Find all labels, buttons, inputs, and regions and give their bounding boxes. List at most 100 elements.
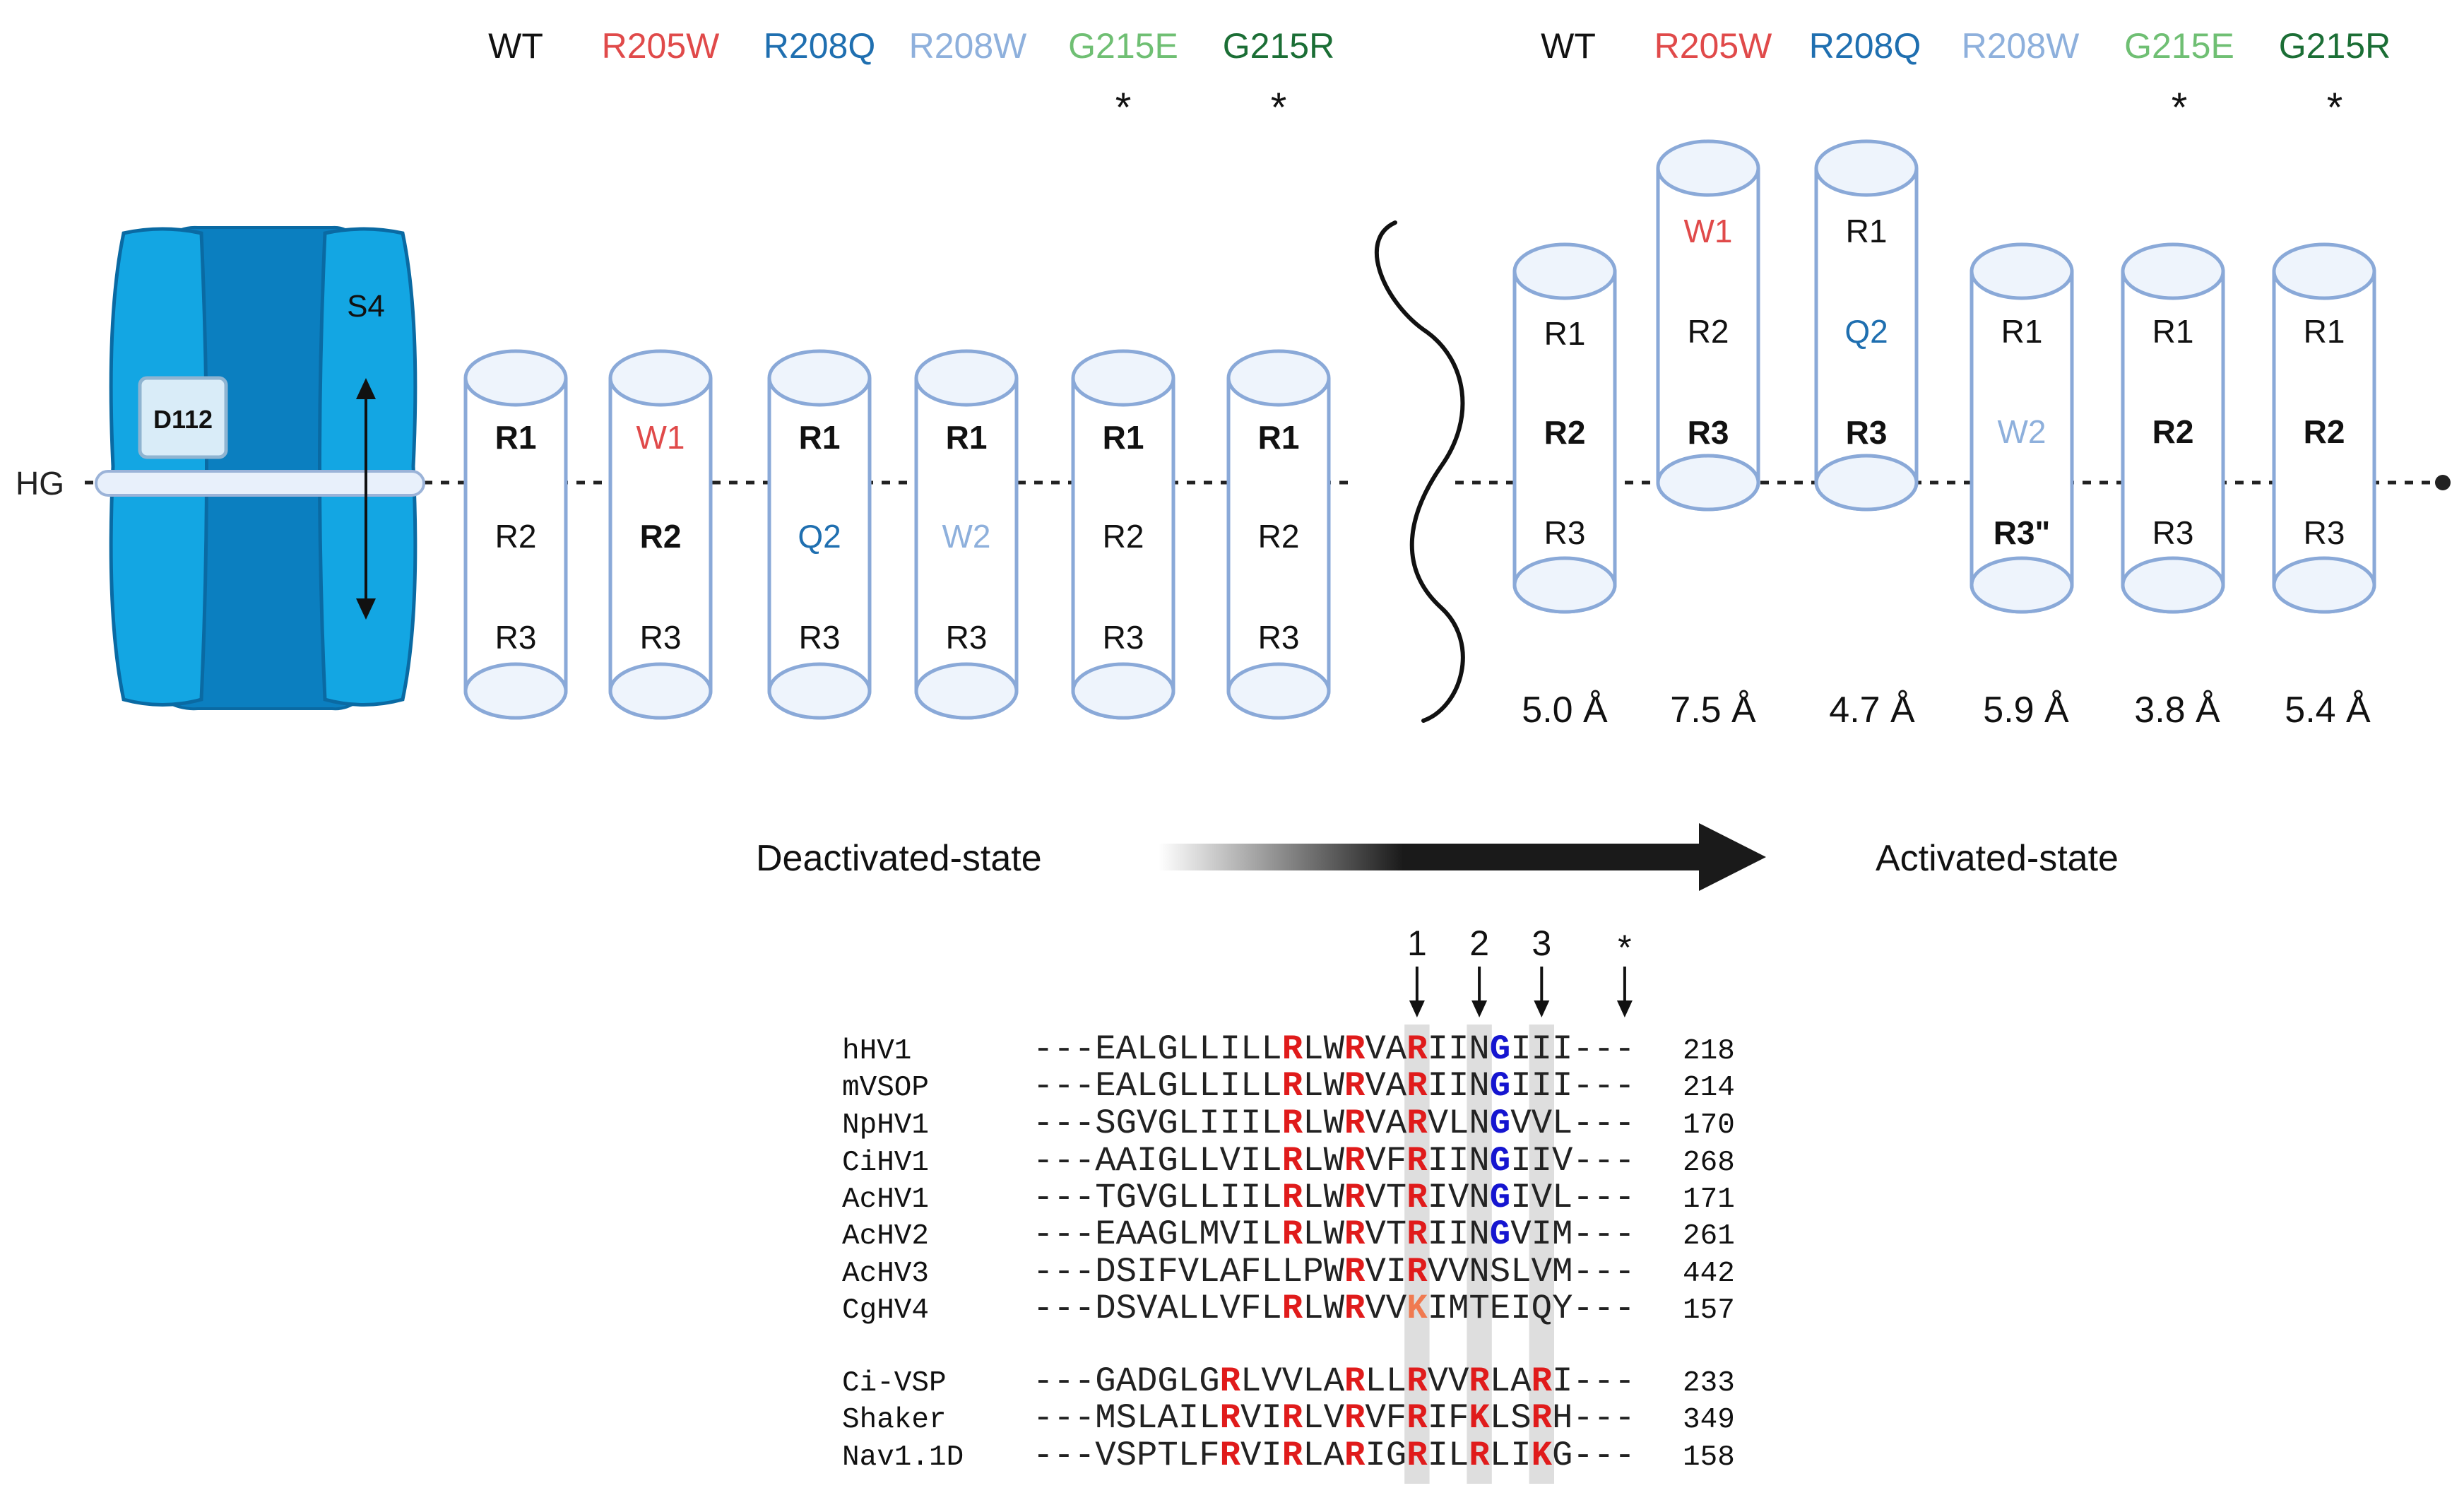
distance-label-0: 5.0 Å [1522, 690, 1608, 731]
sequence-segment: R [1344, 1289, 1366, 1328]
sequence-segment: R [1344, 1178, 1366, 1217]
sequence-segment: R [1344, 1398, 1366, 1438]
right-cylinder-3-bottom-cap [1970, 556, 2074, 614]
sequence-segment: G [1490, 1029, 1510, 1069]
sequence-segment: IIN [1428, 1066, 1490, 1106]
variant-headers: WT R205W R208Q R208W G215E * G215R * WT R205W R208… [488, 26, 2391, 131]
s4-label: S4 [347, 289, 385, 324]
alignment-row: mVSOP ---EALGLLILL R LW R VA R IIN G III--- 214 [842, 1066, 1735, 1106]
residue-number: 261 [1683, 1220, 1735, 1253]
alignment-marker-1: 2 [1469, 923, 1489, 963]
left-cylinder-1: W1 R2 R3 [608, 349, 713, 720]
left-cylinder-4-residue-2: R3 [1103, 619, 1144, 656]
right-cylinder-4-top-cap [2121, 242, 2225, 300]
sequence-segment: R [1532, 1398, 1553, 1438]
sequence-segment: IQY--- [1510, 1289, 1635, 1328]
sequence-segment: R [1406, 1066, 1428, 1106]
right-cylinder-0-residue-2: R3 [1544, 514, 1586, 551]
sequence-segment: VA [1365, 1029, 1406, 1069]
right-cylinder-3-top-cap [1970, 242, 2074, 300]
left-header-1: R205W [602, 26, 721, 66]
channel-left-helix [109, 227, 208, 707]
sequence-segment: E [1490, 1289, 1510, 1328]
sequence-segment: LI [1490, 1436, 1532, 1475]
sequence-segment: LL [1365, 1362, 1406, 1401]
sequence-segment: R [1406, 1398, 1428, 1438]
alignment-marker-arrowhead-1 [1471, 1000, 1488, 1017]
left-cylinder-3-residue-1: W2 [942, 518, 991, 555]
right-cylinder-2-residue-2: R3 [1846, 414, 1888, 451]
conserved-column-highlight-3 [1529, 1025, 1554, 1484]
right-cylinder-2-bottom-cap [1814, 454, 1919, 512]
deactivated-state-label: Deactivated-state [756, 838, 1042, 879]
s4-motion-arrow-head-up [356, 378, 376, 399]
left-cylinder-0-top-cap [463, 349, 568, 407]
alignment-row: Nav1.1D ---VSPTLF R VI R LA R IG R IL R LI K G--- 158 [842, 1436, 1735, 1475]
sequence-segment: G--- [1552, 1436, 1635, 1475]
residue-number: 170 [1683, 1109, 1735, 1142]
right-cylinder-5-residue-2: R3 [2304, 514, 2345, 551]
sequence-segment: R [1220, 1362, 1241, 1401]
alignment-row: CgHV4 ---DSVALLVFL R LW R VV K IMT E IQY--- 157 [842, 1289, 1735, 1328]
sequence-segment: VI [1240, 1398, 1282, 1438]
distance-label-4: 3.8 Å [2134, 690, 2220, 731]
sequence-segment: LVM--- [1510, 1252, 1635, 1292]
sequence-segment: VF [1365, 1141, 1406, 1181]
sequence-segment: H--- [1552, 1398, 1635, 1438]
left-header-4: G215E [1068, 26, 1178, 66]
left-cylinder-4-residue-1: R2 [1103, 518, 1144, 555]
sequence-segment: LA [1490, 1362, 1532, 1401]
sequence-segment: LV [1303, 1398, 1344, 1438]
right-cylinder-4-residue-0: R1 [2152, 313, 2194, 350]
sequence-segment: IIV--- [1510, 1141, 1635, 1181]
sequence-segment: LA [1303, 1362, 1344, 1401]
sequence-segment: K [1532, 1436, 1553, 1475]
sequence-segment: ---AAIGLLVIL [1033, 1141, 1282, 1181]
residue-number: 233 [1683, 1367, 1735, 1400]
sequence-segment: R [1344, 1252, 1366, 1292]
species-name: mVSOP [842, 1072, 929, 1104]
sequence-segment: R [1532, 1362, 1553, 1401]
alignment-row: Ci-VSP ---GADGLG R LV V LA R LL R VV R LA R I--- 233 [842, 1362, 1735, 1401]
alignment-row: NpHV1 ---SGVGLIIIL R LW R VA R VLN G VVL--- 170 [842, 1104, 1735, 1143]
left-star-4: * [1115, 85, 1132, 131]
left-cylinder-4-residue-0: R1 [1103, 419, 1144, 456]
left-cylinder-4-bottom-cap [1071, 662, 1175, 720]
sequence-segment: III--- [1510, 1066, 1635, 1106]
left-header-0: WT [488, 26, 543, 66]
species-name: AcHV3 [842, 1258, 929, 1290]
conserved-column-highlight-2 [1467, 1025, 1492, 1484]
sequence-segment: R [1282, 1436, 1303, 1475]
sequence-segment: ---TGVGLLIIL [1033, 1178, 1282, 1217]
sequence-segment: R [1344, 1215, 1366, 1254]
sequence-alignment: 1 2 3 *hHV1 ---EALGLLILL R LW R VA R IIN G III--- 218… [842, 923, 1735, 1484]
sequence-segment: VI [1365, 1252, 1406, 1292]
species-name: AcHV2 [842, 1220, 929, 1253]
alignment-marker-arrowhead-3 [1616, 1000, 1633, 1017]
sequence-segment: R [1406, 1178, 1428, 1217]
right-cylinder-0-top-cap [1512, 242, 1617, 300]
s4-motion-arrow-head-down [356, 598, 376, 620]
sequence-segment: IL [1428, 1436, 1469, 1475]
state-arrow-head [1699, 823, 1766, 891]
sequence-segment: VA [1365, 1066, 1406, 1106]
right-cylinder-4-residue-2: R3 [2152, 514, 2194, 551]
sequence-segment: VLN [1428, 1104, 1490, 1143]
distance-label-1: 7.5 Å [1670, 690, 1756, 731]
left-cylinder-0-residue-1: R2 [495, 518, 537, 555]
sequence-segment: IMT [1428, 1289, 1490, 1328]
right-header-4: G215E [2124, 26, 2234, 66]
species-name: CiHV1 [842, 1147, 929, 1179]
sequence-segment: R [1282, 1141, 1303, 1181]
sequence-segment: VV [1428, 1362, 1469, 1401]
right-cylinder-2-residue-1: Q2 [1844, 313, 1888, 350]
sequence-segment: S [1490, 1252, 1510, 1292]
right-star-5: * [2327, 85, 2343, 131]
sequence-segment: VVN [1428, 1252, 1490, 1292]
right-cylinder-5-top-cap [2272, 242, 2376, 300]
sequence-segment: ---VSPTLF [1033, 1436, 1220, 1475]
distance-label-3: 5.9 Å [1983, 690, 2069, 731]
sequence-segment: R [1282, 1289, 1303, 1328]
residue-number: 171 [1683, 1183, 1735, 1216]
panel-separator-wave [1374, 220, 1465, 723]
